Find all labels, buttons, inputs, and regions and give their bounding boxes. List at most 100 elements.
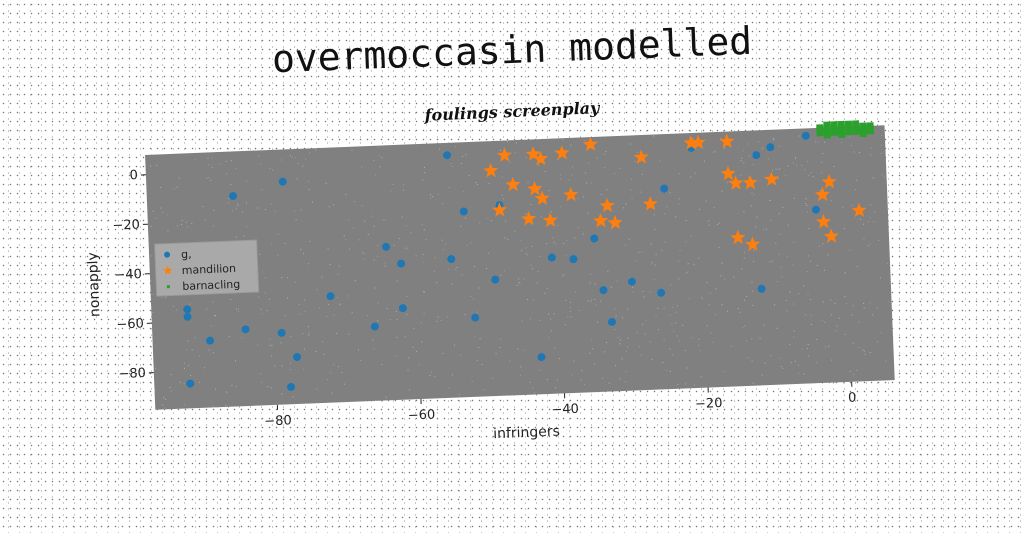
noise-dot — [770, 200, 771, 201]
noise-dot — [851, 145, 852, 146]
noise-dot — [658, 329, 659, 330]
noise-dot — [153, 312, 154, 313]
noise-dot — [687, 272, 688, 273]
noise-dot — [751, 282, 752, 283]
noise-dot — [378, 302, 379, 303]
noise-dot — [226, 392, 227, 393]
noise-dot — [625, 381, 626, 382]
noise-dot — [873, 221, 874, 222]
noise-dot — [627, 338, 628, 339]
noise-dot — [407, 296, 408, 297]
noise-dot — [326, 183, 327, 184]
noise-dot — [753, 164, 754, 165]
noise-dot — [539, 256, 540, 257]
noise-dot — [851, 205, 852, 206]
noise-dot — [653, 136, 654, 137]
noise-dot — [184, 383, 185, 384]
noise-dot — [228, 202, 229, 203]
noise-dot — [756, 217, 757, 218]
noise-dot — [741, 158, 742, 159]
noise-dot — [845, 334, 846, 335]
noise-dot — [262, 272, 263, 273]
noise-dot — [381, 364, 382, 365]
noise-dot — [195, 159, 196, 160]
noise-dot — [768, 158, 769, 159]
data-point — [860, 130, 867, 137]
noise-dot — [186, 222, 187, 223]
noise-dot — [885, 361, 886, 362]
noise-dot — [191, 223, 192, 224]
noise-dot — [677, 335, 678, 336]
noise-dot — [160, 187, 161, 188]
noise-dot — [780, 358, 781, 359]
y-tick-label: −80 — [118, 366, 146, 382]
noise-dot — [230, 299, 231, 300]
noise-dot — [824, 322, 825, 323]
noise-dot — [752, 291, 753, 292]
noise-dot — [884, 177, 885, 178]
noise-dot — [594, 299, 595, 300]
noise-dot — [720, 275, 721, 276]
x-tick-label: −20 — [695, 396, 723, 412]
noise-dot — [214, 315, 215, 316]
noise-dot — [620, 343, 621, 344]
noise-dot — [260, 373, 261, 374]
noise-dot — [284, 243, 285, 244]
noise-dot — [294, 211, 295, 212]
noise-dot — [421, 322, 422, 323]
noise-dot — [150, 165, 151, 166]
noise-dot — [438, 316, 439, 317]
noise-dot — [821, 162, 822, 163]
noise-dot — [547, 379, 548, 380]
noise-dot — [336, 333, 337, 334]
noise-dot — [719, 223, 720, 224]
noise-dot — [205, 219, 206, 220]
noise-dot — [656, 254, 657, 255]
noise-dot — [207, 178, 208, 179]
noise-dot — [478, 347, 479, 348]
noise-dot — [873, 177, 874, 178]
data-point — [824, 131, 831, 138]
noise-dot — [338, 366, 339, 367]
noise-dot — [834, 166, 835, 167]
noise-dot — [752, 305, 753, 306]
noise-dot — [329, 206, 330, 207]
noise-dot — [777, 281, 778, 282]
noise-dot — [798, 365, 799, 366]
noise-dot — [155, 390, 156, 391]
noise-dot — [616, 315, 617, 316]
noise-dot — [810, 299, 811, 300]
noise-dot — [591, 183, 592, 184]
noise-dot — [638, 252, 639, 253]
noise-dot — [876, 307, 877, 308]
noise-dot — [439, 149, 440, 150]
noise-dot — [231, 160, 232, 161]
noise-dot — [316, 289, 317, 290]
noise-dot — [678, 261, 679, 262]
noise-dot — [653, 279, 654, 280]
noise-dot — [328, 304, 329, 305]
noise-dot — [379, 155, 380, 156]
noise-dot — [882, 174, 883, 175]
noise-dot — [165, 297, 166, 298]
noise-dot — [546, 243, 547, 244]
x-tick-label: 0 — [848, 391, 857, 406]
noise-dot — [502, 195, 503, 196]
noise-dot — [456, 267, 457, 268]
noise-dot — [460, 355, 461, 356]
noise-dot — [236, 168, 237, 169]
noise-dot — [731, 346, 732, 347]
x-tick-label: −80 — [264, 413, 292, 429]
noise-dot — [386, 397, 387, 398]
noise-dot — [184, 368, 185, 369]
noise-dot — [164, 408, 165, 409]
noise-dot — [153, 211, 154, 212]
noise-dot — [569, 179, 570, 180]
noise-dot — [236, 208, 237, 209]
noise-dot — [677, 384, 678, 385]
noise-dot — [779, 254, 780, 255]
noise-dot — [851, 315, 852, 316]
noise-dot — [309, 152, 310, 153]
noise-dot — [570, 307, 571, 308]
